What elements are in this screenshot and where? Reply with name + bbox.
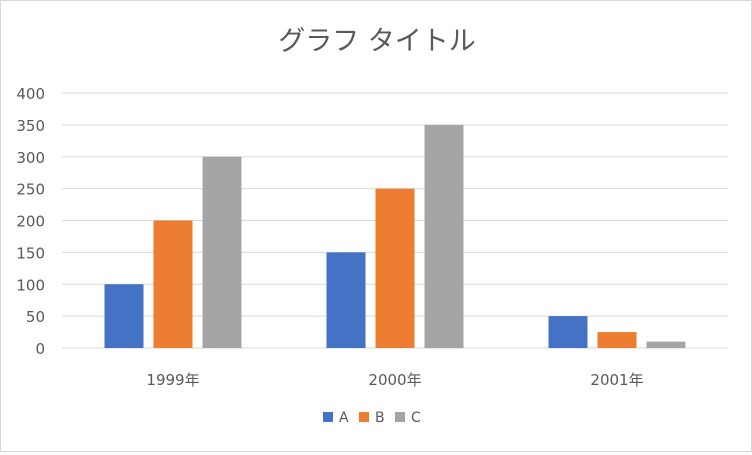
y-tick-label: 150 <box>16 244 45 262</box>
y-tick-label: 400 <box>16 85 45 103</box>
x-tick-label: 1999年 <box>146 371 199 389</box>
y-axis-tick-labels: 0 50 100 150 200 250 300 350 400 <box>16 85 45 358</box>
legend-label-A: A <box>339 410 349 426</box>
legend-swatch-C <box>395 412 405 422</box>
bar-B-2 <box>597 332 637 348</box>
bar-B-0 <box>153 220 193 348</box>
legend-swatch-A <box>323 412 333 422</box>
y-tick-label: 350 <box>16 117 45 135</box>
legend: A B C <box>323 410 421 426</box>
bar-A-1 <box>326 252 366 348</box>
bar-A-0 <box>104 284 144 348</box>
y-tick-label: 200 <box>16 213 45 231</box>
legend-label-C: C <box>411 410 421 426</box>
x-tick-label: 2000年 <box>368 371 421 389</box>
x-tick-label: 2001年 <box>590 371 643 389</box>
bar-C-2 <box>646 341 686 348</box>
y-tick-label: 300 <box>16 149 45 167</box>
x-axis-tick-labels: 1999年 2000年 2001年 <box>146 371 643 389</box>
y-tick-label: 250 <box>16 181 45 199</box>
y-tick-label: 50 <box>26 308 45 326</box>
bars <box>104 124 686 348</box>
legend-swatch-B <box>359 412 369 422</box>
bar-C-0 <box>202 156 242 348</box>
bar-A-2 <box>548 316 588 348</box>
bar-B-1 <box>375 188 415 348</box>
y-tick-label: 100 <box>16 276 45 294</box>
chart-title: グラフ タイトル <box>278 26 476 57</box>
legend-label-B: B <box>375 410 385 426</box>
y-tick-label: 0 <box>35 340 45 358</box>
bar-C-1 <box>424 124 464 348</box>
